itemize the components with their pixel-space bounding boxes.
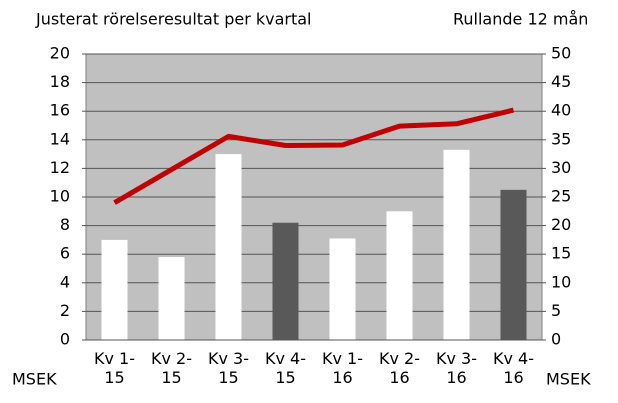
y-tick-label: 12 bbox=[50, 158, 70, 177]
y2-tick-label: 35 bbox=[551, 129, 571, 148]
y2-title: Rullande 12 mån bbox=[453, 10, 588, 29]
y-tick-label: 6 bbox=[60, 244, 70, 263]
y-tick-label: 16 bbox=[50, 101, 70, 120]
x-tick-label: Kv 3-15 bbox=[208, 349, 249, 387]
bar bbox=[443, 149, 470, 340]
y2-tick-label: 0 bbox=[551, 330, 561, 349]
y-axis-label: MSEK bbox=[12, 370, 57, 389]
bar bbox=[101, 239, 128, 340]
y2-tick-label: 15 bbox=[551, 244, 571, 263]
bar bbox=[158, 257, 185, 340]
chart-title: Justerat rörelseresultat per kvartal bbox=[35, 10, 312, 29]
y-tick-label: 0 bbox=[60, 330, 70, 349]
x-tick-label: Kv 3-16 bbox=[436, 349, 477, 387]
bar bbox=[500, 189, 527, 340]
y-tick-label: 14 bbox=[50, 129, 70, 148]
x-tick-label: Kv 1-15 bbox=[94, 349, 135, 387]
y-tick-label: 10 bbox=[50, 187, 70, 206]
bar bbox=[215, 154, 242, 340]
bar bbox=[386, 211, 413, 340]
y-tick-label: 2 bbox=[60, 301, 70, 320]
y2-axis-label: MSEK bbox=[546, 370, 591, 389]
x-tick-label: Kv 2-16 bbox=[379, 349, 420, 387]
bar bbox=[329, 238, 356, 340]
y2-tick-label: 30 bbox=[551, 158, 571, 177]
x-tick-label: Kv 2-15 bbox=[151, 349, 192, 387]
x-tick-label: Kv 1-16 bbox=[322, 349, 363, 387]
y-tick-label: 8 bbox=[60, 215, 70, 234]
y2-tick-label: 40 bbox=[551, 101, 571, 120]
y2-tick-label: 10 bbox=[551, 272, 571, 291]
y2-tick-label: 45 bbox=[551, 72, 571, 91]
bar bbox=[272, 222, 299, 340]
y2-tick-label: 20 bbox=[551, 215, 571, 234]
y-tick-label: 18 bbox=[50, 72, 70, 91]
y2-tick-label: 25 bbox=[551, 187, 571, 206]
y2-tick-label: 5 bbox=[551, 301, 561, 320]
x-tick-label: Kv 4-16 bbox=[493, 349, 534, 387]
line bbox=[113, 107, 515, 205]
y2-tick-label: 50 bbox=[551, 44, 571, 63]
y-tick-label: 20 bbox=[50, 44, 70, 63]
y-tick-label: 4 bbox=[60, 272, 70, 291]
x-tick-label: Kv 4-15 bbox=[265, 349, 306, 387]
